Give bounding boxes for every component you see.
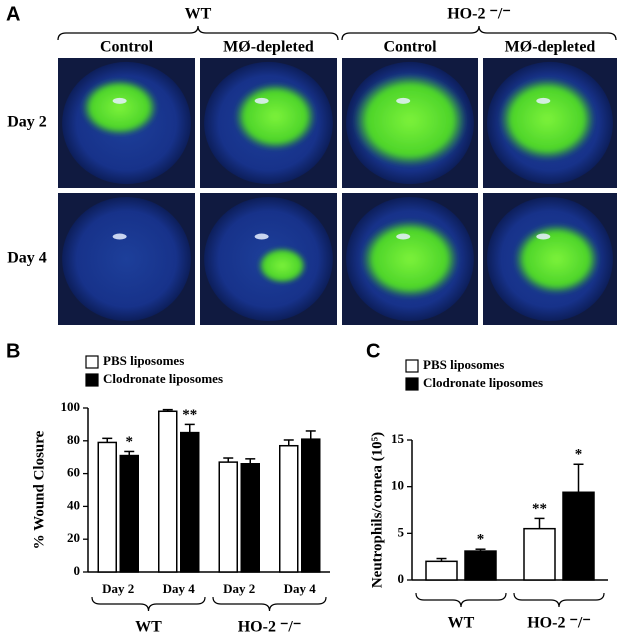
reflection [396,97,411,104]
y-tick-label: 40 [67,497,80,512]
reflection [254,97,269,104]
significance: * [126,434,134,450]
y-tick-label: 15 [391,431,405,446]
bar [464,550,497,581]
y-axis-label: % Wound Closure [31,430,47,549]
brace [513,592,605,608]
bar [425,560,458,581]
stain [234,82,317,151]
legend-swatch [405,359,419,373]
significance: ** [532,501,547,517]
reflection [536,233,551,240]
bar [301,438,321,573]
y-tick-label: 60 [67,465,80,480]
stain [352,73,468,168]
x-tick-label: Day 2 [223,581,255,596]
eye-photo [58,193,195,325]
column-label: MØ-depleted [505,39,596,56]
eye-photo [200,193,337,325]
stain [257,247,307,285]
legend-label: Clodronate liposomes [103,371,223,386]
brace [57,25,339,41]
eye-photo [483,193,617,325]
row-label: Day 4 [7,250,47,267]
group-label: HO-2 ⁻/⁻ [238,619,302,632]
y-tick-label: 5 [398,524,405,539]
group-label: WT [185,6,212,23]
legend-swatch [85,355,99,369]
significance: ** [182,407,197,423]
reflection [254,233,269,240]
group-label: WT [135,619,162,632]
stain [81,78,159,136]
y-tick-label: 20 [67,530,80,545]
eye-photo [200,58,337,188]
legend-label: PBS liposomes [423,357,504,372]
significance: * [477,532,485,548]
reflection [112,97,127,104]
reflection [112,233,127,240]
y-tick-label: 80 [67,432,80,447]
eye-photo [483,58,617,188]
x-tick-label: Day 4 [163,581,196,596]
bar [180,431,200,573]
column-label: MØ-depleted [223,39,314,56]
legend-label: Clodronate liposomes [423,375,543,390]
group-label: WT [448,615,475,632]
column-label: Control [383,39,437,56]
column-label: Control [100,39,154,56]
bar [158,410,178,573]
panel-label: B [6,340,20,362]
y-tick-label: 100 [61,399,81,414]
x-tick-label: Day 2 [102,581,134,596]
legend-swatch [405,377,419,391]
bar [279,444,299,573]
y-tick-label: 0 [74,563,81,578]
x-tick-label: Day 4 [284,581,317,596]
legend-label: PBS liposomes [103,353,184,368]
significance: * [575,447,583,463]
panel-label: A [6,3,20,25]
y-tick-label: 10 [391,478,404,493]
bar [562,491,595,581]
legend-swatch [85,373,99,387]
group-label: HO-2 ⁻/⁻ [527,615,591,632]
brace [212,596,327,612]
eye-photo [342,193,478,325]
brace [415,592,507,608]
y-axis-label: Neutrophils/cornea (10⁵) [369,432,385,588]
bar [119,454,139,573]
reflection [396,233,411,240]
eye [62,196,191,322]
group-label: HO-2 ⁻/⁻ [447,6,511,23]
brace [91,596,206,612]
panel-label: C [366,340,380,362]
eye-photo [58,58,195,188]
bar [97,441,117,573]
brace [341,25,617,41]
y-tick-label: 0 [398,571,405,586]
eye-photo [342,58,478,188]
bar [523,527,556,581]
stain [361,219,459,299]
bar [240,463,260,573]
reflection [536,97,551,104]
bar [218,461,238,573]
stain [513,223,600,295]
row-label: Day 2 [7,114,47,131]
stain [499,77,596,161]
